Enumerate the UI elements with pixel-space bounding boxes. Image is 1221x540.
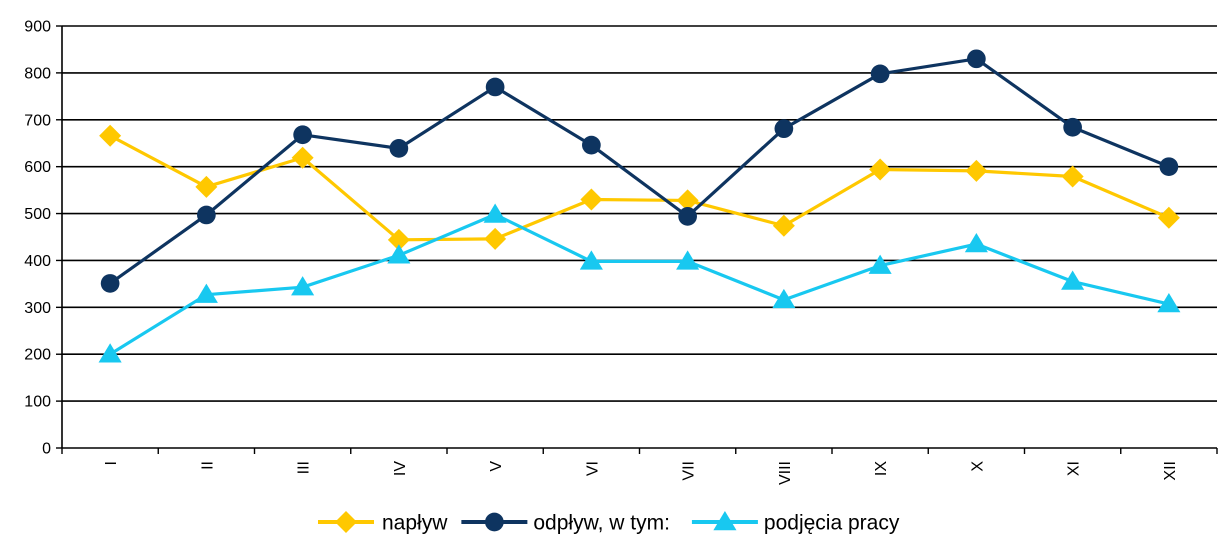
y-tick-label: 800 [24, 65, 51, 82]
point-marker [387, 244, 411, 264]
point-marker [1159, 157, 1179, 177]
series-1 [100, 49, 1179, 293]
x-tick-label: XI [1066, 461, 1083, 476]
point-marker [965, 159, 988, 182]
point-marker [1061, 270, 1085, 290]
point-marker [869, 158, 892, 181]
x-tick-label: I [103, 461, 120, 465]
x-tick-label: V [488, 461, 505, 472]
point-marker [484, 227, 507, 250]
point-marker [772, 288, 796, 309]
point-marker [335, 511, 357, 533]
point-marker [1061, 165, 1084, 188]
point-marker [293, 125, 312, 145]
point-marker [1063, 117, 1082, 137]
point-marker [194, 283, 218, 303]
point-marker [389, 139, 409, 158]
point-marker [100, 274, 120, 293]
x-tick-label: VIII [777, 461, 794, 485]
series-line [109, 57, 1170, 285]
y-tick-label: 600 [24, 159, 51, 176]
point-marker [485, 77, 505, 97]
point-marker [967, 49, 986, 69]
x-axis-ticks: I II III IV V VI VII VIII IX X XI XII [61, 448, 1218, 485]
point-marker [678, 207, 697, 226]
point-marker [195, 175, 218, 198]
point-marker [1157, 206, 1180, 229]
point-marker [483, 203, 507, 223]
point-marker [291, 276, 315, 296]
y-tick-label: 900 [24, 19, 51, 36]
legend-label: odpływ, w tym: [533, 512, 670, 535]
legend-label: napływ [382, 512, 448, 535]
y-tick-label: 700 [24, 112, 51, 129]
point-marker [676, 189, 699, 212]
point-marker [964, 233, 988, 253]
axes [61, 26, 1217, 449]
y-tick-label: 100 [24, 394, 51, 411]
gridlines [62, 25, 1217, 402]
point-marker [713, 511, 737, 531]
point-marker [580, 188, 603, 211]
x-tick-label: III [296, 461, 313, 474]
x-tick-label: X [969, 461, 986, 472]
legend-item-0: napływ [318, 511, 448, 535]
point-marker [579, 250, 603, 270]
x-tick-label: XII [1162, 461, 1179, 481]
series-2 [98, 203, 1181, 363]
x-tick-label: IV [392, 461, 409, 476]
point-marker [676, 250, 700, 270]
point-marker [485, 512, 504, 532]
legend-item-2: podjęcia pracy [691, 511, 900, 535]
point-marker [772, 214, 795, 237]
legend-item-1: odpływ, w tym: [461, 512, 670, 535]
point-marker [774, 119, 794, 139]
x-tick-label: II [199, 461, 216, 470]
point-marker [870, 64, 890, 84]
series-layer [98, 49, 1181, 363]
x-tick-label: VI [584, 461, 601, 476]
y-tick-label: 300 [24, 300, 51, 317]
series-line [109, 212, 1170, 356]
x-tick-label: IX [873, 461, 890, 476]
point-marker [98, 343, 122, 363]
y-tick-label: 400 [24, 253, 51, 270]
point-marker [868, 254, 892, 274]
point-marker [291, 146, 314, 169]
point-marker [99, 124, 122, 147]
y-tick-label: 0 [42, 441, 51, 458]
y-axis-ticks: 0 100 200 300 400 500 600 700 800 900 [24, 19, 62, 458]
series-line [109, 134, 1170, 242]
x-tick-label: VII [681, 461, 698, 481]
legend-label: podjęcia pracy [764, 512, 900, 535]
y-tick-label: 500 [24, 206, 51, 223]
point-marker [582, 135, 601, 155]
point-marker [197, 205, 216, 225]
y-tick-label: 200 [24, 347, 51, 364]
series-0 [99, 124, 1180, 251]
point-marker [1157, 293, 1181, 313]
point-marker [387, 228, 410, 251]
legend: napływ odpływ, w tym: podjęcia pracy [318, 511, 900, 535]
